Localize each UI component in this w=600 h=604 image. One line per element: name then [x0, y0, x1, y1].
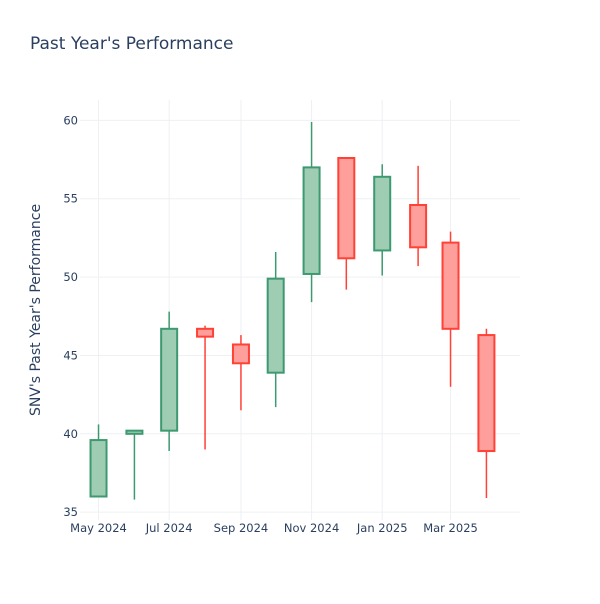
x-tick-label: Nov 2024 — [284, 521, 339, 535]
candle — [477, 328, 496, 499]
y-tick-label: 55 — [63, 192, 78, 206]
candle-body — [441, 241, 460, 330]
x-tick-label: Mar 2025 — [423, 521, 478, 535]
x-tick-label: Sep 2024 — [214, 521, 269, 535]
candle-body — [266, 277, 285, 374]
candle — [409, 165, 428, 267]
candle-body — [302, 166, 321, 275]
candles — [89, 121, 496, 500]
candle — [266, 252, 285, 408]
y-tick-label: 60 — [63, 113, 78, 127]
x-tick-label: Jan 2025 — [356, 521, 408, 535]
candle-body — [477, 334, 496, 453]
candle — [196, 325, 215, 450]
y-tick-label: 35 — [63, 505, 78, 519]
candle — [231, 335, 250, 411]
x-tick-label: Jul 2024 — [145, 521, 193, 535]
candle — [160, 311, 179, 452]
y-tick-label: 50 — [63, 270, 78, 284]
y-tick-label: 40 — [63, 427, 78, 441]
chart-title: Past Year's Performance — [30, 34, 234, 54]
candle — [125, 429, 144, 500]
candle — [441, 231, 460, 387]
y-tick-label: 45 — [63, 348, 78, 362]
candle — [302, 121, 321, 303]
candle — [337, 156, 356, 290]
candle-body — [337, 156, 356, 260]
candle — [373, 164, 392, 276]
candle-body — [196, 327, 215, 338]
y-axis-title: SNV's Past Year's Performance — [28, 204, 44, 416]
candle-body — [89, 439, 108, 498]
candle — [89, 424, 108, 498]
candle-body — [409, 204, 428, 249]
candle-body — [160, 327, 179, 432]
x-tick-label: May 2024 — [70, 521, 127, 535]
axes: 35 40 45 50 55 60 May 2024 Jul 2024 Sep 2024 Nov … — [28, 113, 478, 535]
candle-body — [125, 429, 144, 435]
candle-body — [231, 343, 250, 365]
candle-body — [373, 175, 392, 252]
